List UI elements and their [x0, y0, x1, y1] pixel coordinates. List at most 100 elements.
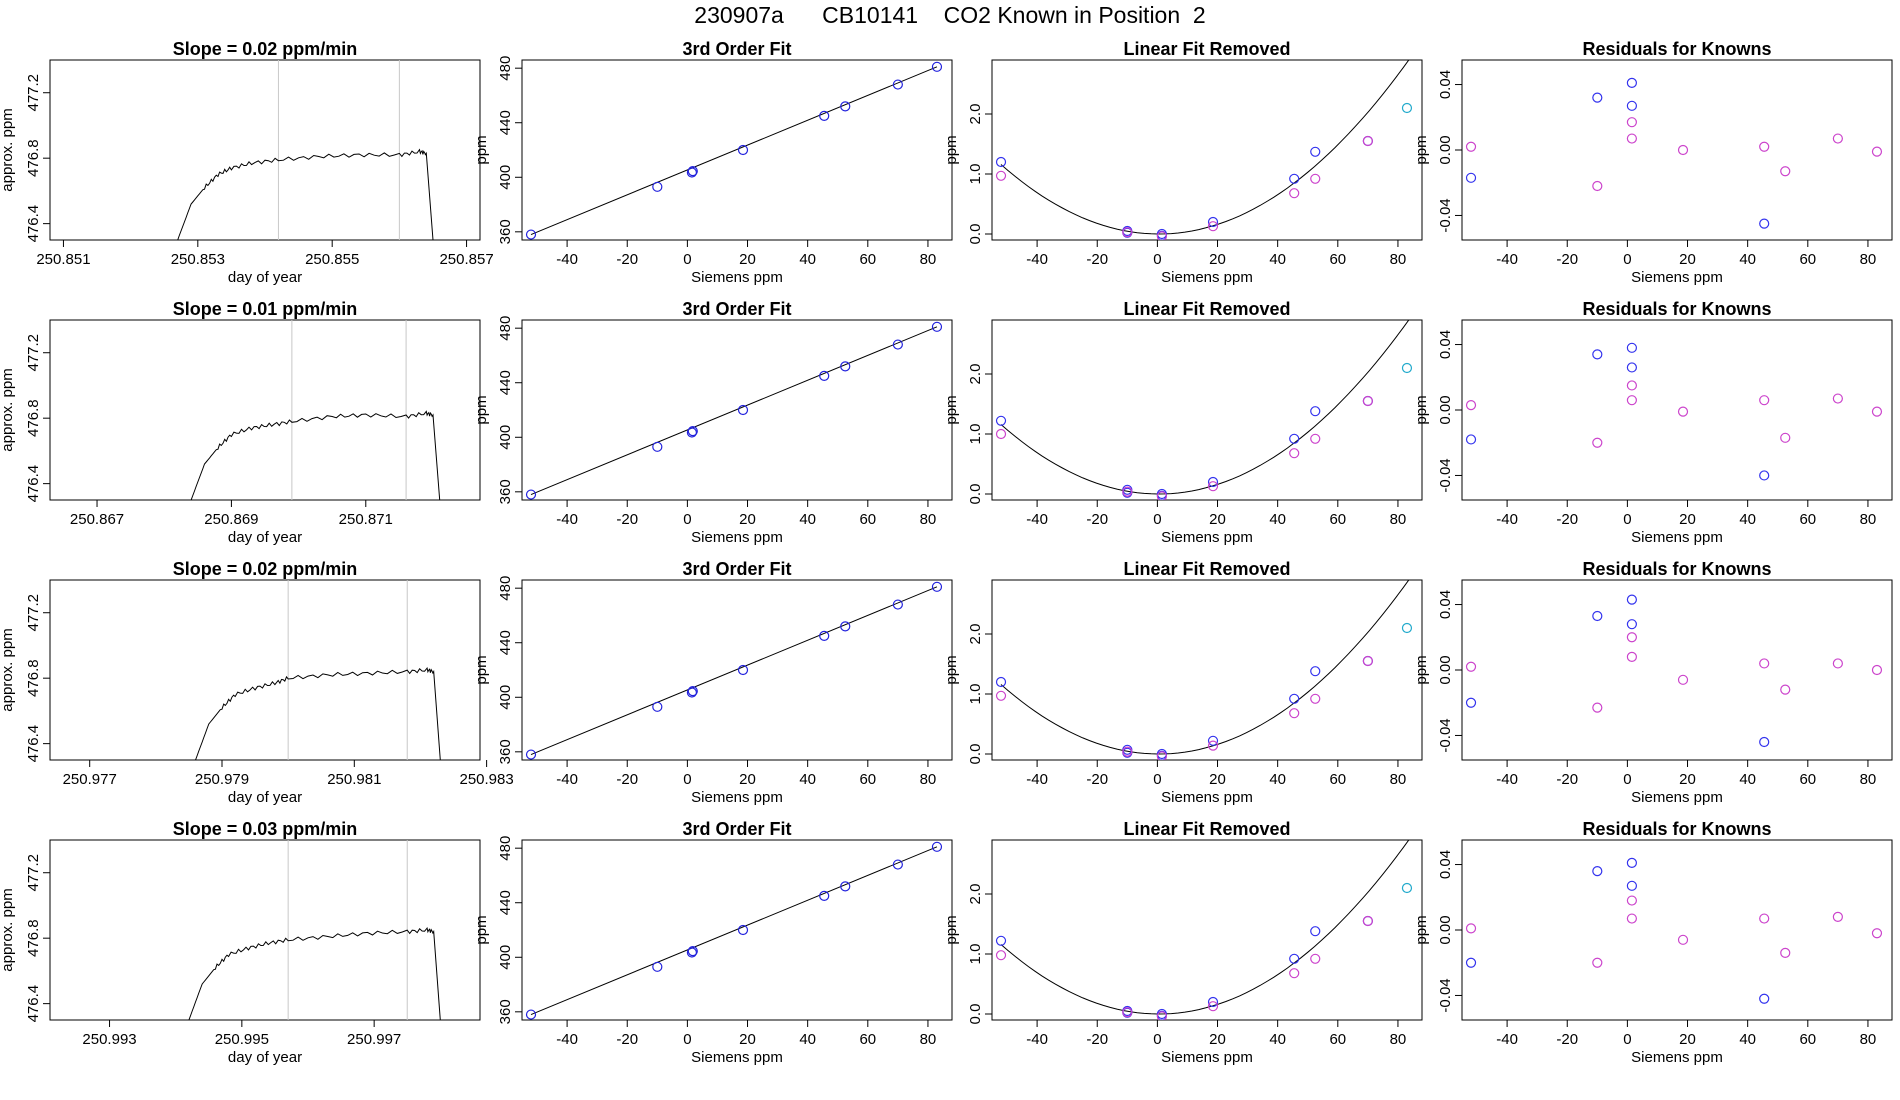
plot-area	[525, 841, 943, 1020]
quadratic-curve	[1000, 60, 1410, 235]
x-tick-label: 250.981	[327, 771, 381, 788]
quadratic-curve	[1000, 840, 1410, 1015]
data-point	[819, 370, 830, 382]
x-tick-label: 250.995	[215, 1031, 269, 1048]
x-tick-label: 80	[1390, 771, 1407, 788]
data-point	[1465, 141, 1477, 152]
y-axis-label: approx. ppm	[0, 888, 16, 971]
y-tick-label: 2.0	[967, 624, 984, 645]
panel-resid-row-1: Residuals for Knowns -40 -20 0 20 40 60 80 Sieme…	[1413, 39, 1893, 286]
x-tick-label: -40	[556, 511, 578, 528]
data-point	[686, 687, 697, 698]
y-tick-label: 477.2	[25, 594, 42, 632]
plot-frame	[49, 59, 481, 241]
x-tick-label: 20	[1209, 251, 1226, 268]
data-point	[1289, 448, 1300, 459]
x-tick-label: 20	[739, 1031, 756, 1048]
x-tick-label: 60	[1799, 251, 1816, 268]
y-tick-label: 2.0	[967, 884, 984, 905]
y-tick-label: 1.0	[967, 164, 984, 185]
data-point	[1626, 133, 1637, 144]
data-point	[1871, 664, 1883, 676]
x-axis-label: Siemens ppm	[691, 789, 783, 806]
x-tick-label: 0	[1153, 251, 1161, 268]
x-tick-label: 0	[1623, 511, 1631, 528]
plot-area	[1465, 594, 1883, 748]
data-point	[995, 428, 1007, 440]
x-axis-label: Siemens ppm	[1161, 1049, 1253, 1066]
panel-linfit-row-2: Linear Fit Removed -40 -20 0 20 40 60 80 Siemens…	[943, 299, 1423, 546]
data-point	[1156, 231, 1167, 240]
y-axis-label: ppm	[1413, 655, 1430, 684]
panel-fit-row-3: 3rd Order Fit -40 -20 0 20 40 60 80 Siemens ppm 3…	[473, 559, 953, 806]
x-tick-label: 60	[859, 251, 876, 268]
x-tick-label: 40	[799, 1031, 816, 1048]
data-point	[1592, 865, 1603, 877]
data-point	[1832, 393, 1843, 404]
x-tick-label: -20	[1086, 511, 1108, 528]
x-tick-label: -40	[556, 771, 578, 788]
data-point	[1592, 437, 1603, 448]
data-point	[1626, 651, 1637, 663]
x-tick-label: 80	[920, 251, 937, 268]
x-tick-label: 20	[1679, 771, 1696, 788]
y-tick-label: 480	[497, 836, 514, 861]
fit-line	[530, 66, 938, 236]
x-tick-label: -20	[616, 771, 638, 788]
series-line	[177, 148, 434, 240]
panel-timeseries-row-4: Slope = 0.03 ppm/min 250.993 250.995 250.99…	[0, 819, 481, 1066]
data-point	[737, 924, 749, 936]
data-point	[737, 144, 749, 156]
y-tick-label: 2.0	[967, 364, 984, 385]
fit-line	[530, 586, 938, 756]
y-tick-label: 0.0	[967, 1004, 984, 1025]
y-axis-label: ppm	[943, 915, 960, 944]
data-point	[1289, 953, 1300, 964]
data-point	[1759, 470, 1770, 481]
data-point	[652, 961, 663, 972]
data-point	[1626, 380, 1637, 391]
x-tick-label: 20	[1209, 1031, 1226, 1048]
data-point	[1759, 736, 1770, 748]
panel-title: Linear Fit Removed	[1123, 39, 1290, 59]
panel-title: Residuals for Knowns	[1582, 819, 1771, 839]
x-tick-label: 60	[859, 771, 876, 788]
y-axis-label: ppm	[473, 395, 490, 424]
data-point	[687, 426, 698, 437]
y-axis-label: ppm	[473, 135, 490, 164]
data-point	[687, 166, 698, 177]
x-tick-label: -20	[1086, 251, 1108, 268]
data-point	[1122, 1007, 1133, 1018]
x-axis-label: day of year	[228, 789, 302, 806]
plot-area	[177, 60, 434, 240]
panel-title: Slope = 0.03 ppm/min	[173, 819, 358, 839]
data-point	[1310, 693, 1321, 704]
plot-frame	[521, 839, 953, 1021]
panel-fit-row-2: 3rd Order Fit -40 -20 0 20 40 60 80 Siemens ppm 3…	[473, 299, 953, 546]
data-point	[1626, 857, 1637, 869]
x-tick-label: 0	[683, 1031, 691, 1048]
y-axis-label: ppm	[943, 135, 960, 164]
data-point	[840, 101, 851, 112]
panel-title: Slope = 0.02 ppm/min	[173, 39, 358, 59]
data-point	[1465, 923, 1477, 934]
x-axis-label: day of year	[228, 529, 302, 546]
x-tick-label: 60	[1799, 771, 1816, 788]
x-tick-label: 250.857	[439, 251, 493, 268]
data-point	[1626, 342, 1637, 353]
y-tick-label: 400	[497, 685, 514, 710]
y-tick-label: 0.04	[1437, 590, 1454, 619]
x-axis-label: day of year	[228, 1049, 302, 1066]
data-point	[1626, 913, 1637, 924]
data-point	[892, 79, 903, 90]
data-point	[1207, 481, 1219, 492]
x-tick-label: 250.871	[339, 511, 393, 528]
y-tick-label: 476.8	[25, 139, 42, 177]
x-tick-label: 20	[739, 511, 756, 528]
series-line	[190, 410, 441, 500]
x-axis-label: Siemens ppm	[1631, 789, 1723, 806]
x-tick-label: 250.851	[36, 251, 90, 268]
plot-frame	[1461, 839, 1893, 1021]
x-tick-label: 40	[1739, 251, 1756, 268]
data-point	[1465, 399, 1477, 411]
